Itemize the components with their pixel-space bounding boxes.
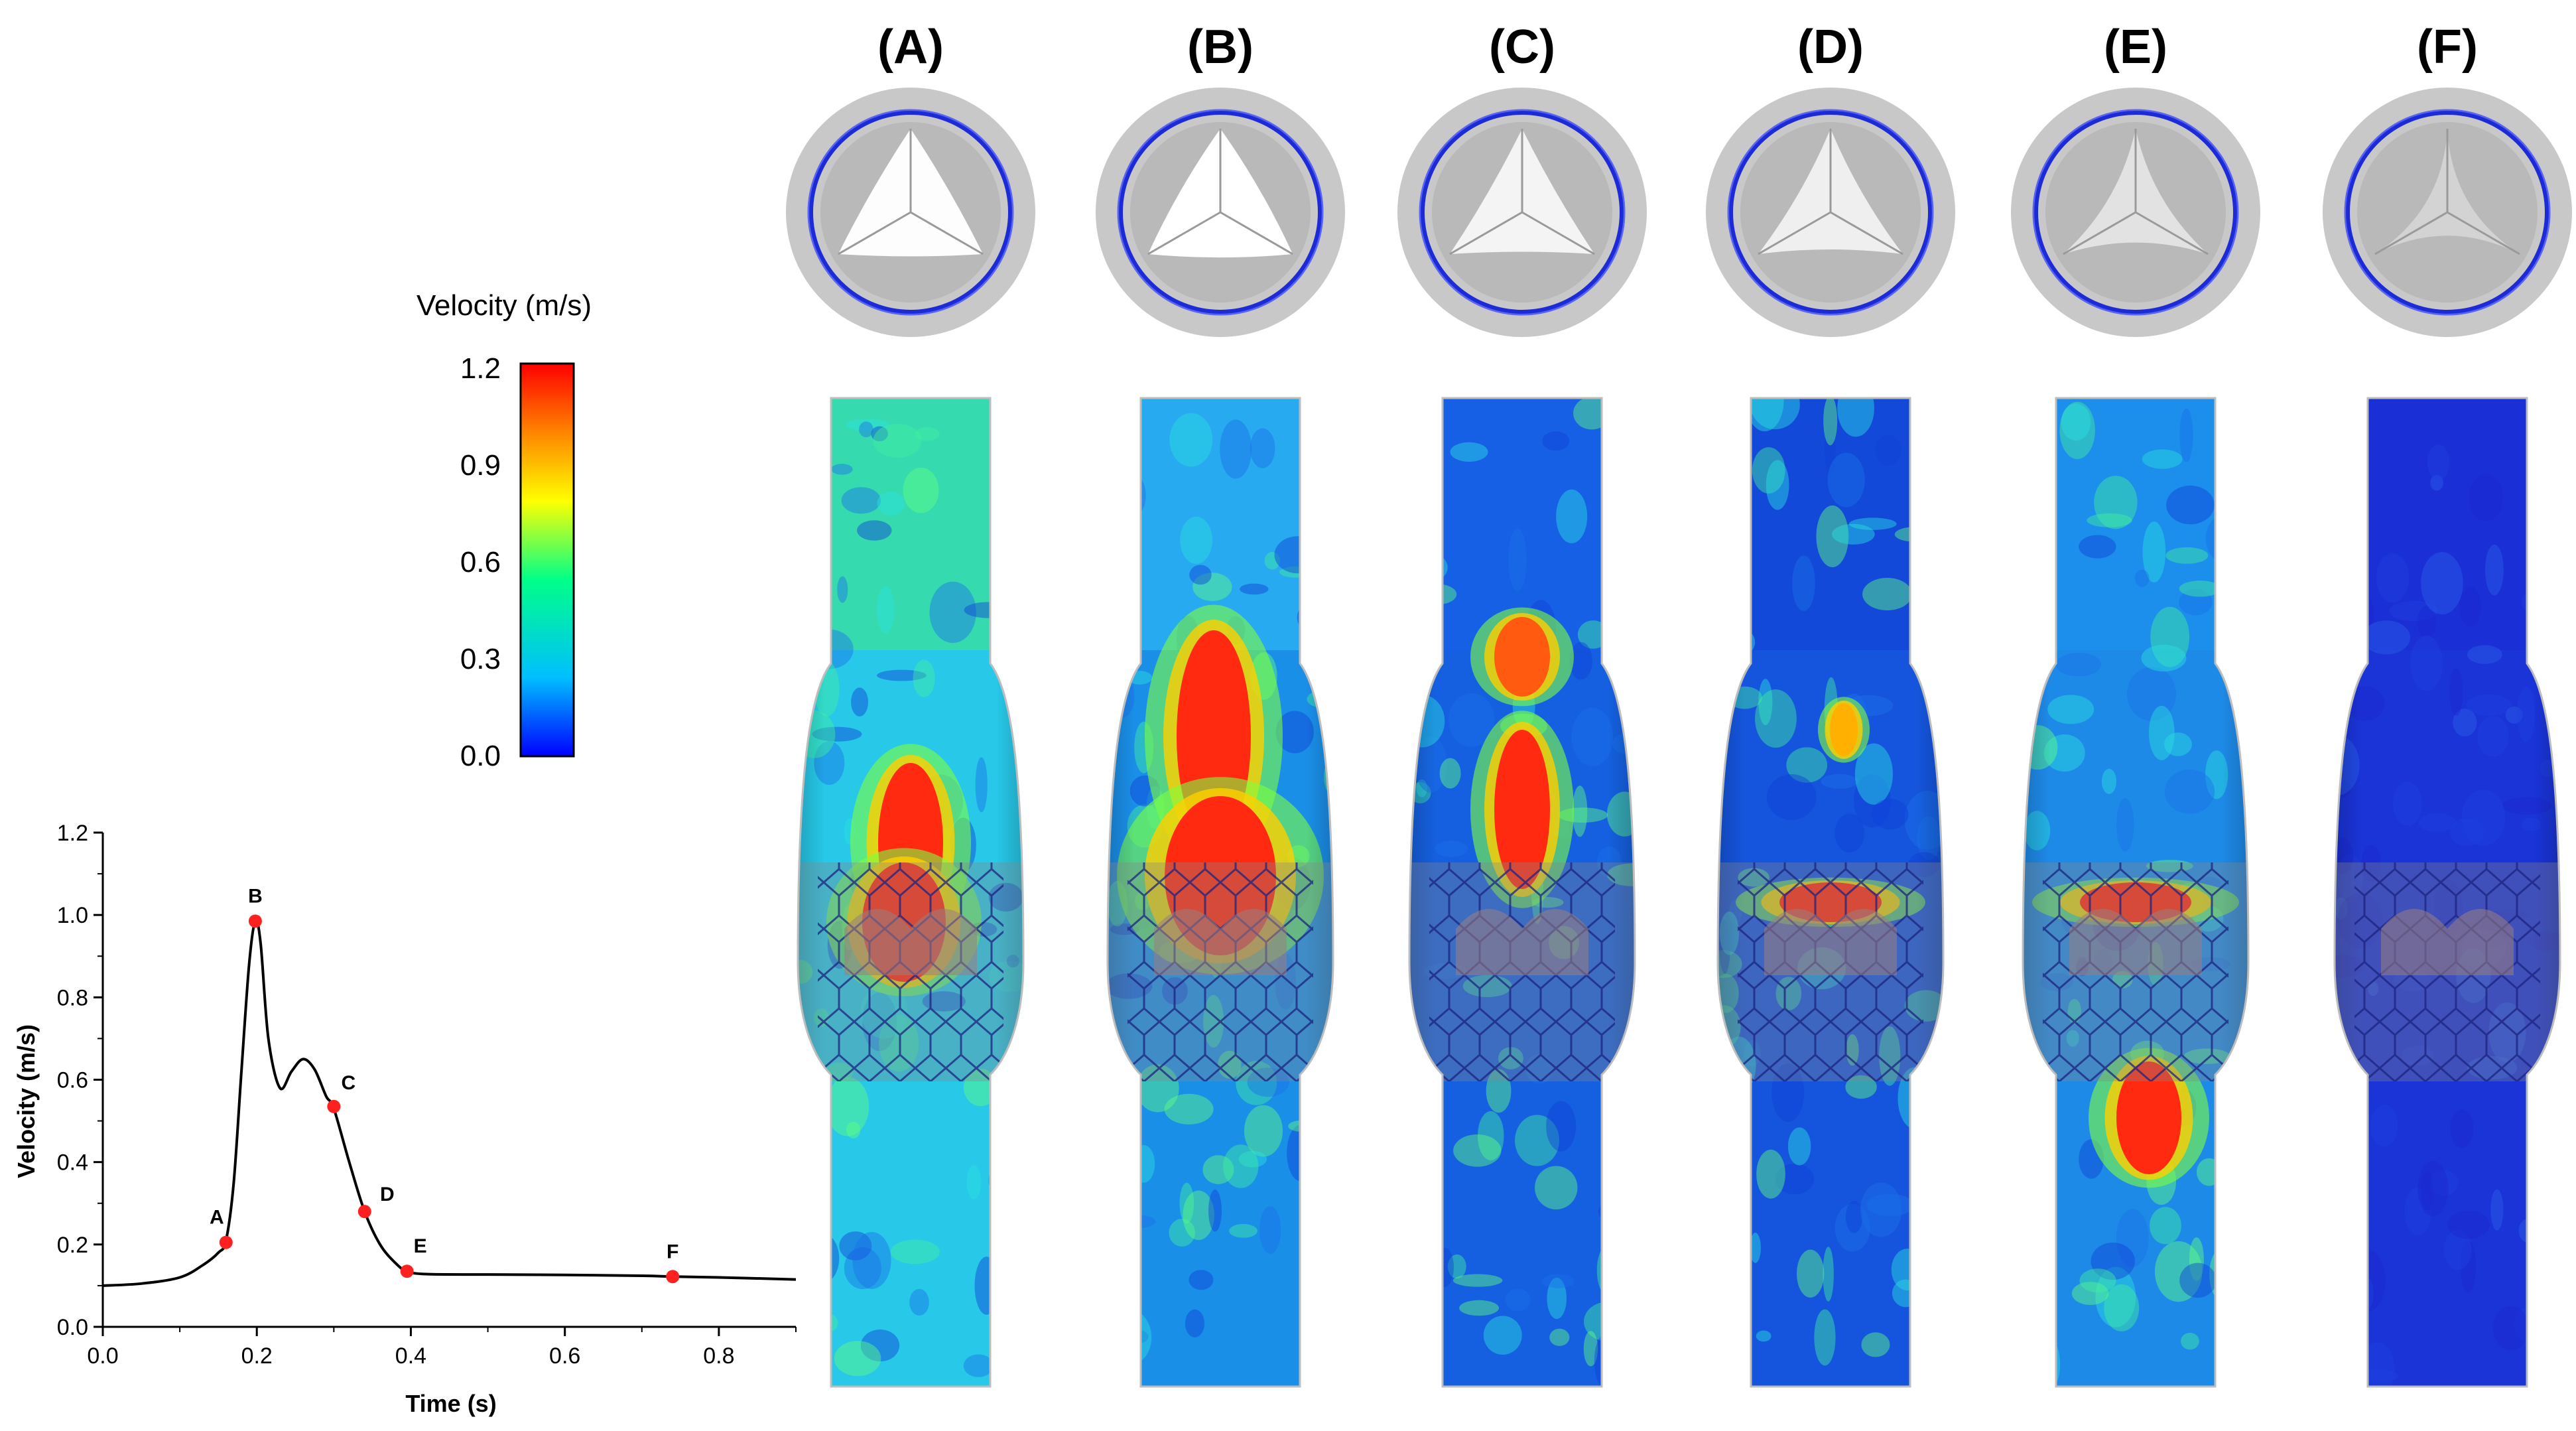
velocity-curve: [102, 919, 797, 1287]
colorbar-tick: 0.0: [460, 740, 501, 772]
x-axis-title: Time (s): [405, 1390, 496, 1417]
chart-axes: [101, 833, 796, 1328]
colorbar-gradient: [519, 362, 575, 758]
valve-view: [1706, 88, 1955, 337]
y-tick-label: 1.0: [57, 903, 88, 928]
panel-label: (E): [2104, 21, 2167, 74]
valve-view: [1397, 88, 1647, 337]
marker-label-d: D: [380, 1184, 395, 1205]
colorbar-tick: 1.2: [460, 352, 501, 385]
velocity-tube: [797, 397, 1025, 1388]
marker-label-f: F: [667, 1241, 678, 1262]
marker-point-a: [219, 1235, 233, 1249]
valve-view: [2011, 88, 2260, 337]
valve-view: [2323, 88, 2572, 337]
velocity-tube: [1408, 397, 1636, 1388]
velocity-tube: [1106, 397, 1334, 1388]
x-tick-label: 0.4: [395, 1343, 426, 1369]
velocity-tube: [2022, 397, 2250, 1388]
velocity-field-panels: [797, 397, 2561, 1388]
colorbar-tick: 0.3: [460, 643, 501, 675]
panel-label: (F): [2417, 21, 2478, 74]
marker-point-d: [357, 1205, 371, 1219]
colorbar-tick: 0.9: [460, 449, 501, 482]
velocity-tube: [2333, 397, 2561, 1388]
velocity-tube: [1716, 397, 1945, 1388]
panel-label: (C): [1489, 21, 1555, 74]
valve-top-views: [786, 88, 2572, 337]
x-tick-label: 0.6: [549, 1343, 580, 1369]
y-tick-label: 0.0: [57, 1315, 88, 1340]
marker-point-c: [327, 1099, 341, 1113]
marker-point-b: [248, 914, 262, 928]
colorbar-title: Velocity (m/s): [417, 289, 592, 322]
y-tick-label: 0.8: [57, 985, 88, 1010]
x-tick-label: 0.0: [87, 1343, 118, 1369]
colorbar-tick: 0.6: [460, 546, 501, 579]
valve-view: [786, 88, 1035, 337]
marker-label-e: E: [414, 1235, 427, 1257]
panel-label: (A): [877, 21, 944, 74]
velocity-time-chart: 0.0 0.2 0.4 0.6 0.8 0.0 0.2 0.4 0.6 0.8 1.0 1.2 A B C…: [13, 821, 797, 1417]
y-tick-label: 0.6: [57, 1068, 88, 1093]
marker-label-b: B: [248, 885, 263, 907]
marker-point-f: [666, 1270, 680, 1284]
y-axis-title: Velocity (m/s): [13, 1024, 40, 1178]
colorbar: Velocity (m/s) 1.2 0.9 0.6 0.3 0.0: [417, 289, 592, 772]
panel-labels: (A) (B) (C) (D) (E) (F): [877, 21, 2478, 74]
chart-ticks: 0.0 0.2 0.4 0.6 0.8 0.0 0.2 0.4 0.6 0.8 1.0 1.2: [57, 821, 797, 1369]
y-tick-label: 0.4: [57, 1150, 88, 1176]
x-tick-label: 0.8: [703, 1343, 734, 1369]
panel-label: (B): [1187, 21, 1254, 74]
marker-point-e: [400, 1264, 414, 1278]
marker-label-a: A: [210, 1207, 224, 1229]
x-tick-label: 0.2: [241, 1343, 273, 1369]
y-tick-label: 1.2: [57, 821, 88, 846]
valve-view: [1096, 88, 1345, 337]
panel-label: (D): [1797, 21, 1864, 74]
marker-label-c: C: [341, 1072, 355, 1094]
chart-points: A B C D E F: [210, 885, 680, 1284]
y-tick-label: 0.2: [57, 1233, 88, 1258]
